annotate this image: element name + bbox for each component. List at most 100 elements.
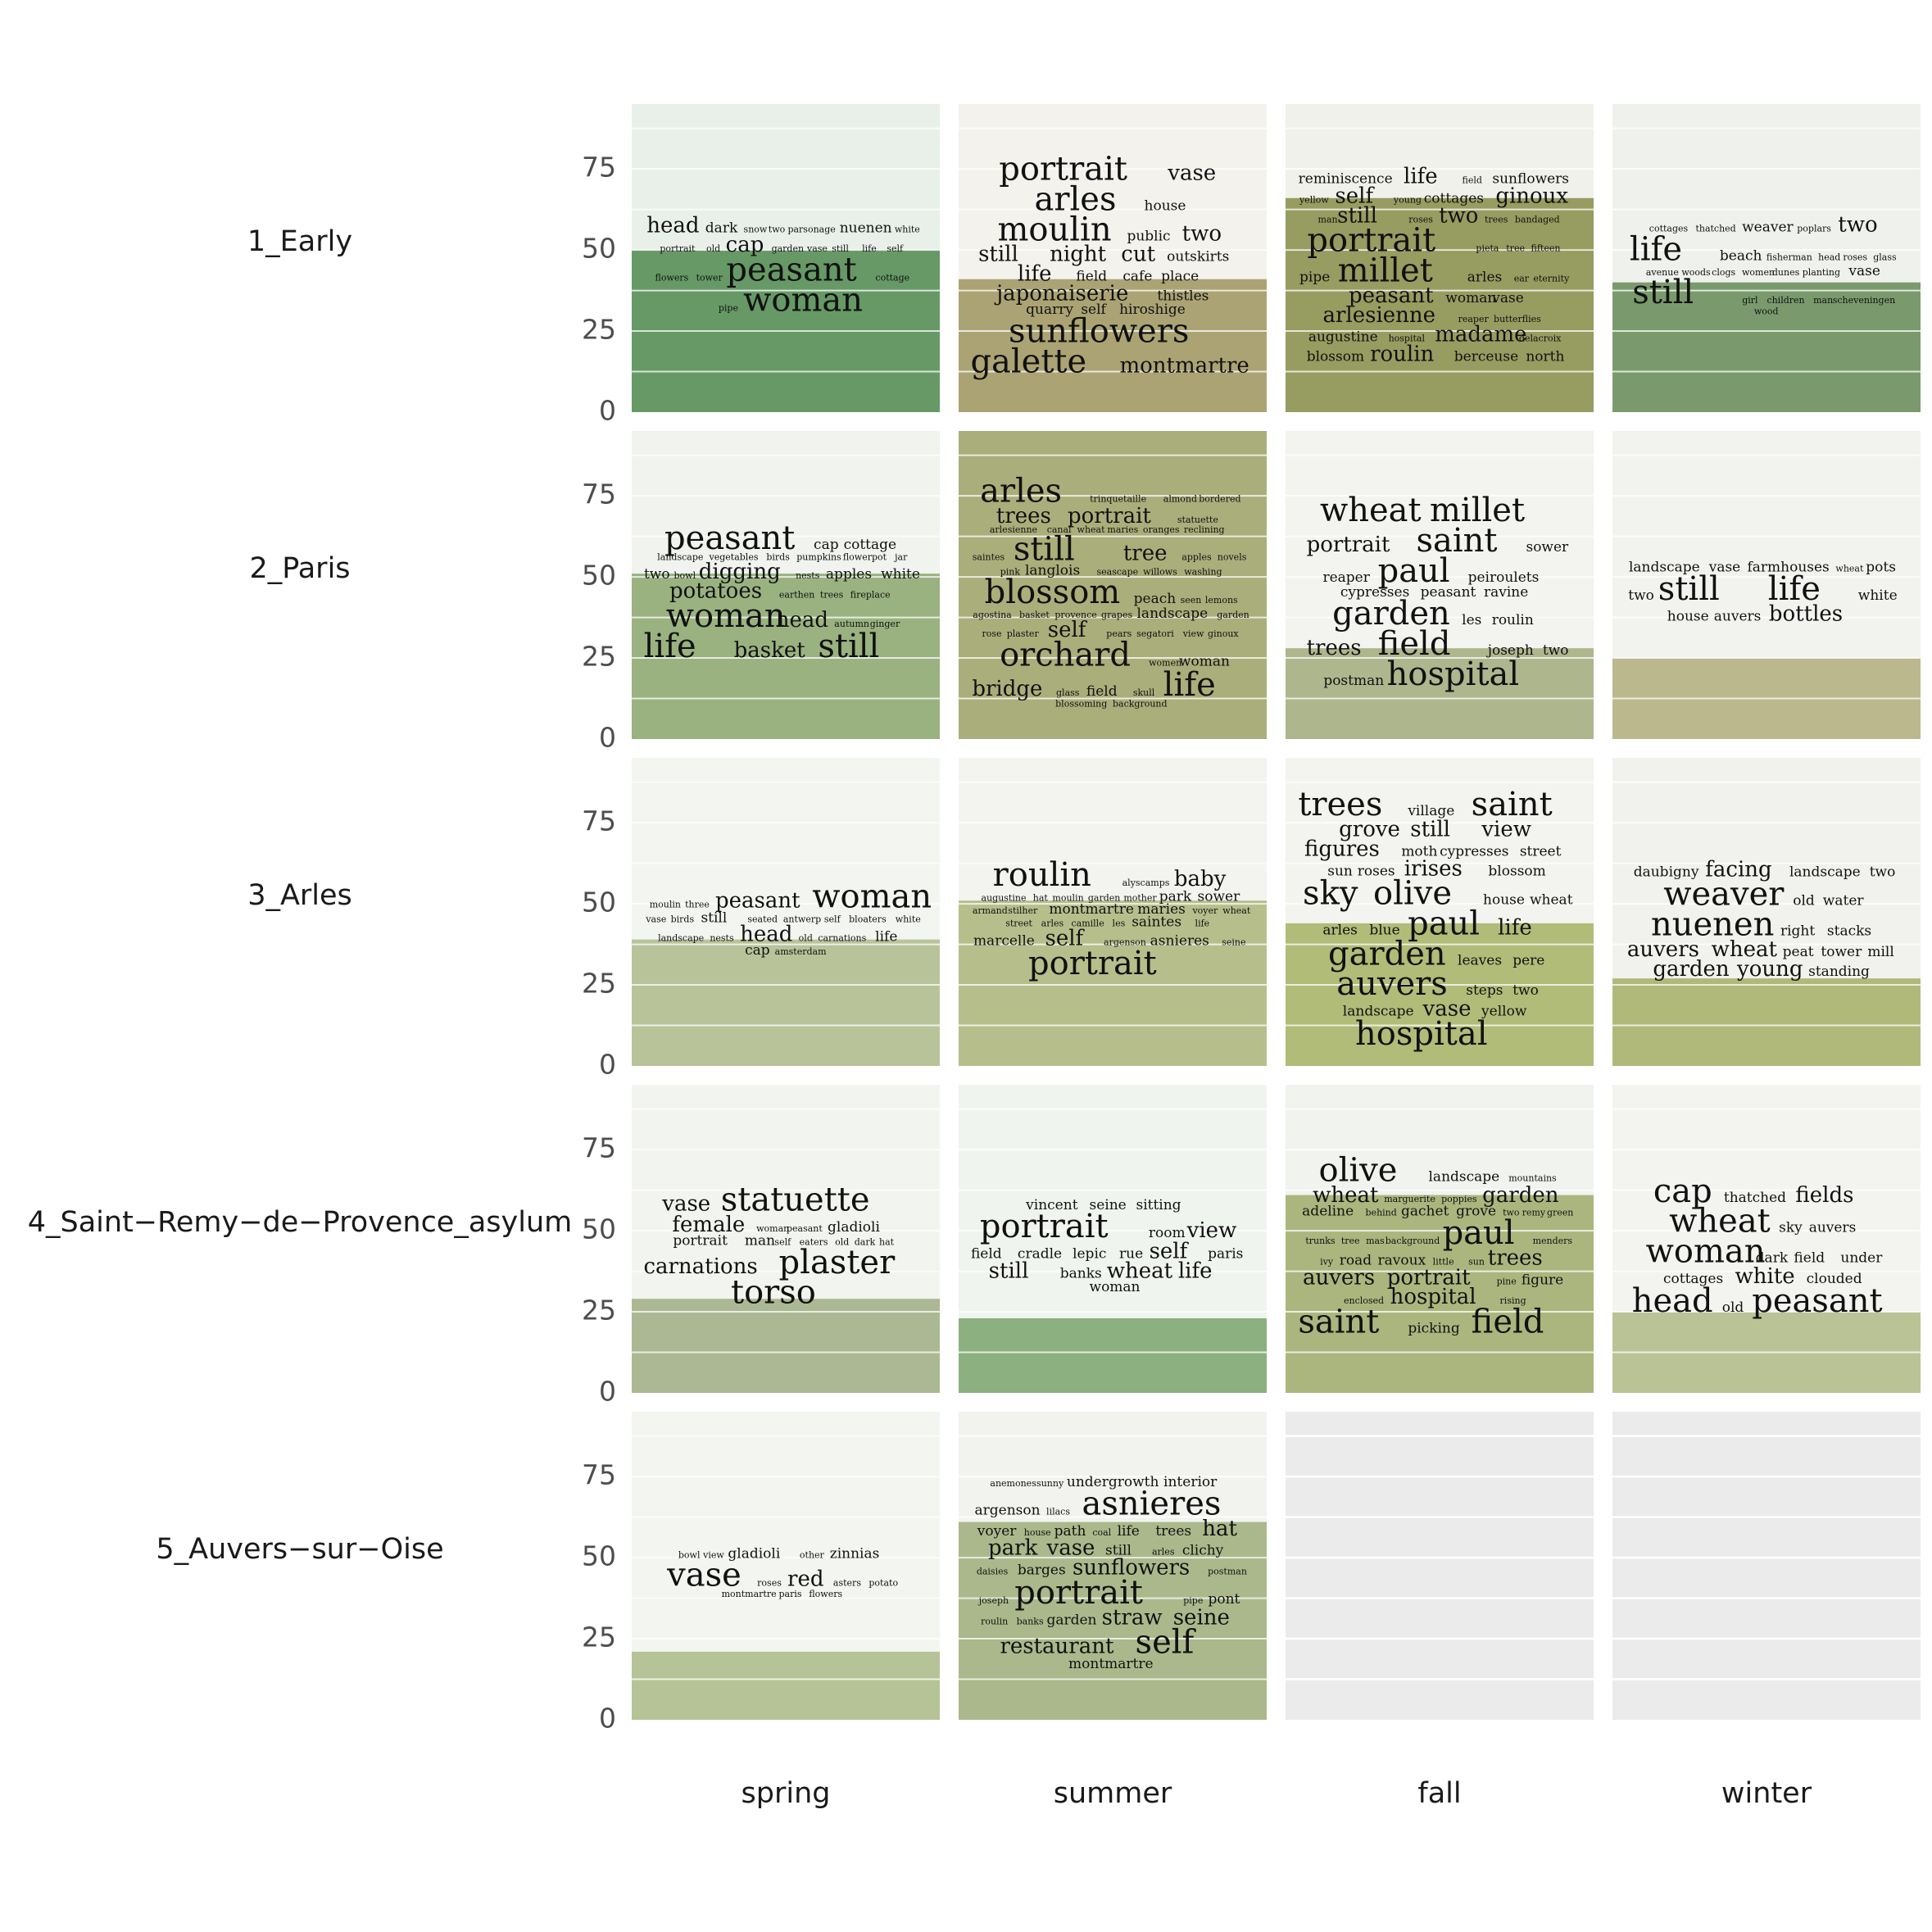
cloud-word: peasant [726, 252, 856, 289]
cloud-word: wheat [1835, 564, 1864, 574]
cloud-word: under [1840, 1249, 1883, 1266]
cloud-word: paul [1408, 905, 1480, 943]
cloud-word: auvers [1809, 1220, 1857, 1236]
cloud-word: anemones [990, 1478, 1036, 1489]
cloud-word: jar [893, 552, 908, 563]
cloud-word: madame [1435, 323, 1526, 347]
cloud-word: cradle [1018, 1246, 1062, 1263]
cloud-word: grove [1339, 818, 1400, 842]
cloud-word: self [824, 914, 841, 925]
row-label: 4_Saint−Remy−de−Provence_asylum [28, 1206, 573, 1239]
cloud-word: grove [1456, 1204, 1496, 1220]
cloud-word: green [1547, 1208, 1573, 1218]
cloud-word: pipe [1183, 1595, 1203, 1606]
cloud-word: cap [726, 233, 764, 257]
cloud-word: trees [996, 504, 1051, 528]
cloud-word: fisherman [1766, 252, 1812, 263]
cloud-word: saintes [1132, 914, 1181, 931]
cloud-word: snow [744, 224, 768, 234]
cloud-word: orchard [1000, 636, 1131, 673]
cloud-word: still [818, 628, 879, 665]
cloud-word: life [1195, 918, 1210, 929]
cloud-word: statuette [721, 1181, 870, 1218]
cloud-word: pears [1106, 628, 1132, 639]
cloud-word: old [1793, 893, 1815, 909]
cloud-word: almond [1163, 494, 1197, 505]
cloud-word: seen [1181, 595, 1202, 605]
cloud-word: dark [1756, 1249, 1789, 1266]
cloud-word: reminiscence [1299, 171, 1393, 188]
cloud-word: landscape [1343, 1004, 1414, 1020]
bar [1612, 282, 1921, 412]
cloud-word: park [1159, 888, 1192, 905]
cloud-word: roses [757, 1578, 782, 1589]
bar [1286, 648, 1594, 739]
cloud-word: man [745, 1233, 775, 1249]
cloud-word: mountains [1508, 1173, 1557, 1184]
cloud-word: blossom [1488, 863, 1545, 879]
bar [959, 900, 1267, 1066]
cloud-word: cottages [1424, 190, 1484, 206]
cloud-word: self [887, 243, 904, 254]
cloud-word: novels [1218, 552, 1247, 563]
facet-panel: anemones sunny undergrowth interior argenson… [959, 1412, 1267, 1720]
column-labels: spring summer fall winter [742, 1777, 1812, 1810]
cloud-word: yellow [1299, 194, 1329, 205]
cloud-word: water [1823, 893, 1865, 909]
cloud-word: trees [1488, 1245, 1543, 1270]
empty-panel-background [1612, 1412, 1921, 1720]
cloud-word: self [1045, 927, 1086, 951]
cloud-word: roulin [1492, 612, 1534, 628]
cloud-word: life [644, 628, 696, 665]
y-tick-label: 25 [582, 1621, 616, 1653]
cloud-word: vase [1046, 1536, 1095, 1561]
cloud-word: millet [1430, 492, 1525, 529]
cloud-word: behind [1366, 1208, 1397, 1218]
cloud-word: eaters [800, 1237, 828, 1248]
cloud-word: life [1630, 231, 1682, 269]
cloud-word: stacks [1827, 923, 1871, 939]
cloud-word: pere [1512, 952, 1544, 968]
cloud-word: roses [1843, 252, 1867, 263]
cloud-word: children [1766, 295, 1804, 306]
cloud-word: oranges [1143, 524, 1180, 535]
cloud-word: life [1178, 1259, 1213, 1283]
empty-panel-background [1286, 1412, 1594, 1720]
cloud-word: life [875, 928, 897, 945]
cloud-word: bridge [972, 677, 1042, 701]
cloud-word: roulin [993, 856, 1091, 894]
cloud-word: landscape [657, 552, 703, 563]
cloud-word: garden [1482, 1183, 1559, 1208]
cloud-word: saint [1472, 786, 1553, 823]
column-label: winter [1721, 1777, 1812, 1810]
cloud-word: background [1386, 1236, 1440, 1246]
cloud-word: peasant [1421, 584, 1476, 601]
cloud-word: clouded [1807, 1271, 1862, 1287]
cloud-word: arles [980, 473, 1062, 510]
cloud-word: sunflowers [1009, 312, 1189, 350]
cloud-word: village [1407, 803, 1454, 819]
cloud-word: hat [879, 1237, 895, 1248]
facet-panel: reminiscence life field sunflowers yellow sel… [1286, 104, 1594, 413]
cloud-word: young [1736, 957, 1803, 982]
cloud-word: head [776, 608, 828, 633]
cloud-word: cottages [1649, 223, 1689, 234]
cloud-word: hospital [1355, 1015, 1487, 1053]
cloud-word: carnations [818, 932, 866, 943]
cloud-word: public [1127, 228, 1170, 244]
cloud-word: arles [1322, 923, 1357, 939]
cloud-word: nuenen [840, 220, 892, 236]
cloud-word: avenue [1646, 267, 1679, 278]
cloud-word: woman [1646, 1232, 1766, 1270]
cloud-word: asters [833, 1578, 861, 1589]
cloud-word: dunes [1772, 267, 1800, 278]
cloud-word: moulin [1052, 892, 1083, 903]
cloud-word: roulin [981, 1616, 1008, 1626]
cloud-word: old [799, 932, 813, 943]
cloud-word: two [769, 224, 786, 234]
cloud-word: garden [1088, 892, 1121, 903]
cloud-word: weaver [1663, 876, 1785, 914]
cloud-word: women [1149, 657, 1181, 668]
facet-panel: olive landscape mountains wheat marguerite po… [1286, 1085, 1594, 1393]
cloud-word: peasant [787, 1223, 823, 1234]
